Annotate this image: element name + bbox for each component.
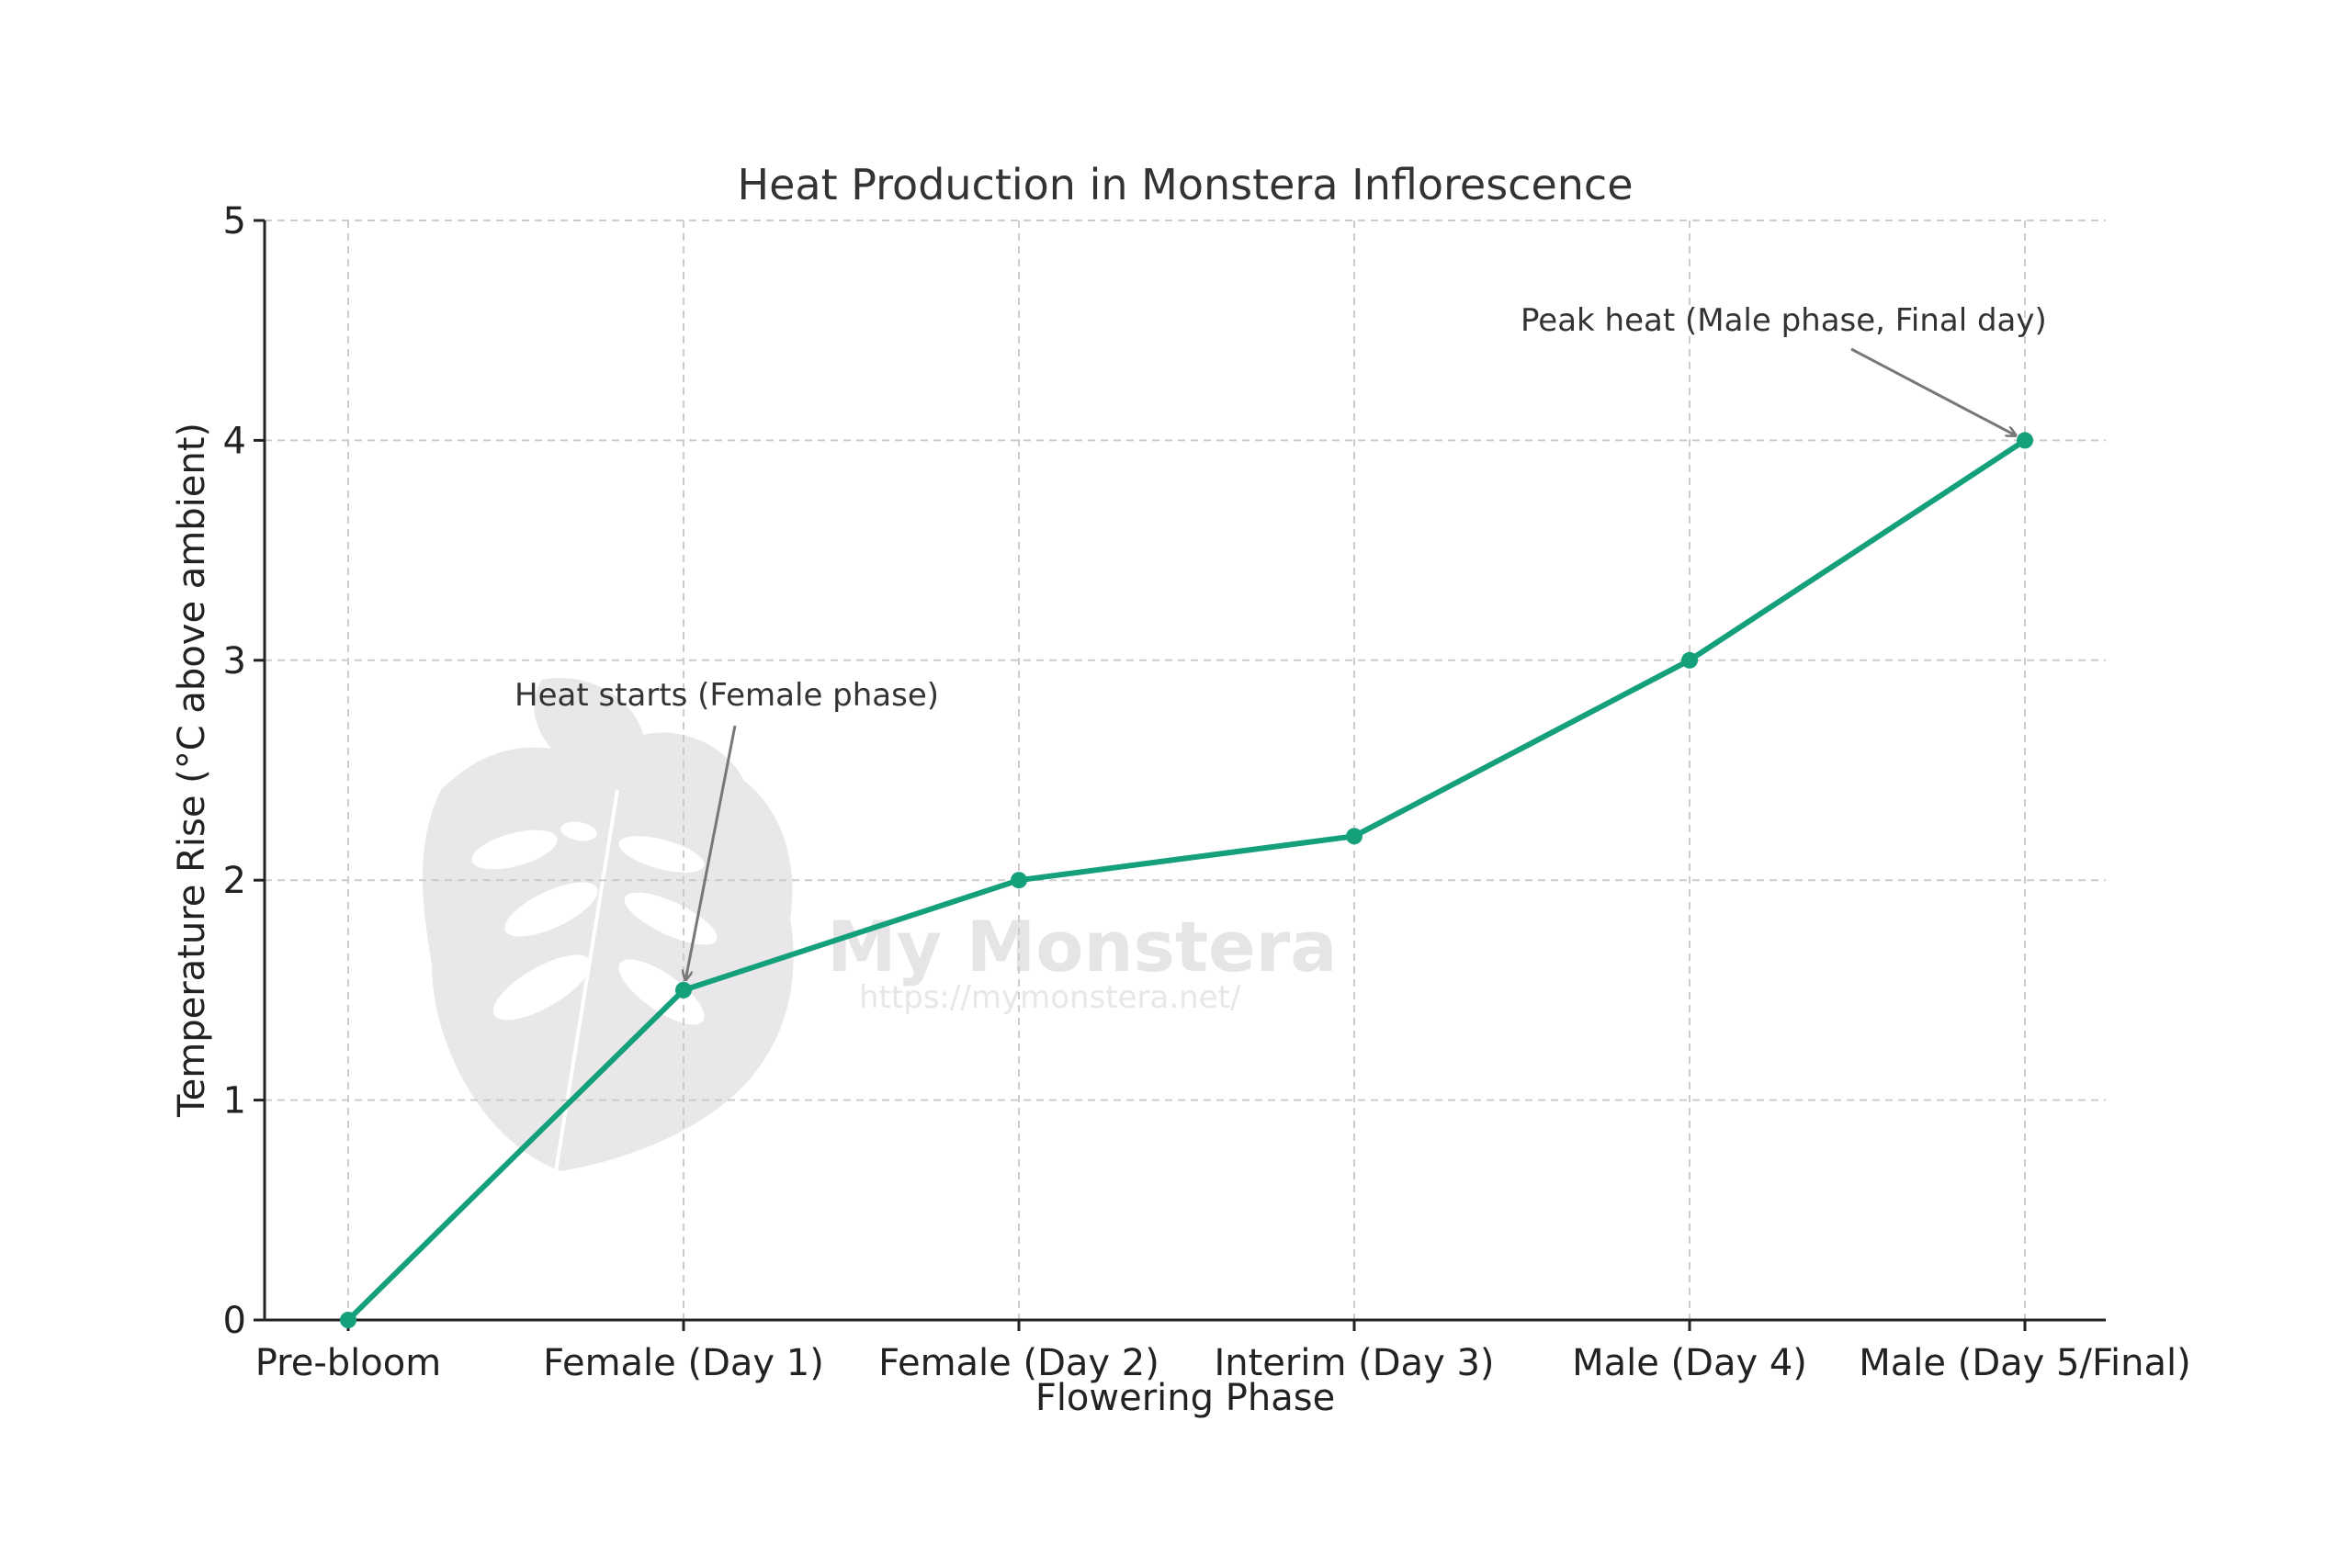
axes: [263, 220, 2106, 1322]
annotations: Heat starts (Female phase) Peak heat (Mal…: [514, 302, 2047, 979]
data-point: [1011, 872, 1027, 889]
y-tick-label: 3: [223, 640, 246, 682]
series-line: [345, 437, 2028, 1323]
data-point: [340, 1312, 356, 1328]
chart-title: Heat Production in Monstera Inflorescenc…: [737, 160, 1633, 209]
y-axis-label: Temperature Rise (°C above ambient): [171, 423, 213, 1118]
annotation-arrow: [1850, 347, 2015, 435]
x-tick-label: Interim (Day 3): [1214, 1342, 1494, 1384]
annotation-text: Heat starts (Female phase): [514, 677, 939, 714]
watermark-url: https://mymonstera.net/: [859, 979, 1241, 1016]
data-point: [675, 981, 692, 998]
y-tick-label: 5: [223, 200, 246, 243]
y-tick-label: 1: [223, 1080, 246, 1122]
x-tick-label: Male (Day 4): [1572, 1342, 1807, 1384]
y-tick-label: 0: [223, 1300, 246, 1342]
watermark: My Monstera https://mymonstera.net/: [423, 678, 1337, 1172]
x-tick-label: Male (Day 5/Final): [1859, 1342, 2190, 1384]
y-tick-label: 4: [223, 420, 246, 462]
series-line-group: [340, 432, 2033, 1328]
data-point: [1681, 651, 1698, 669]
leaf-holes: [471, 821, 718, 1025]
data-point: [1346, 828, 1363, 845]
annotation-arrow: [685, 725, 737, 979]
annotation-text: Peak heat (Male phase, Final day): [1521, 302, 2047, 339]
x-axis-ticks: Pre-bloom Female (Day 1) Female (Day 2) Int…: [255, 1320, 2191, 1384]
x-tick-label: Female (Day 1): [543, 1342, 824, 1384]
y-tick-label: 2: [223, 860, 246, 902]
x-tick-label: Pre-bloom: [255, 1342, 441, 1384]
data-point: [2017, 432, 2033, 449]
x-tick-label: Female (Day 2): [878, 1342, 1159, 1384]
y-axis-ticks: 0 1 2 3 4 5: [223, 200, 265, 1342]
x-axis-label: Flowering Phase: [1035, 1377, 1335, 1419]
watermark-name: My Monstera: [827, 906, 1337, 987]
monstera-leaf-icon: [423, 678, 794, 1171]
